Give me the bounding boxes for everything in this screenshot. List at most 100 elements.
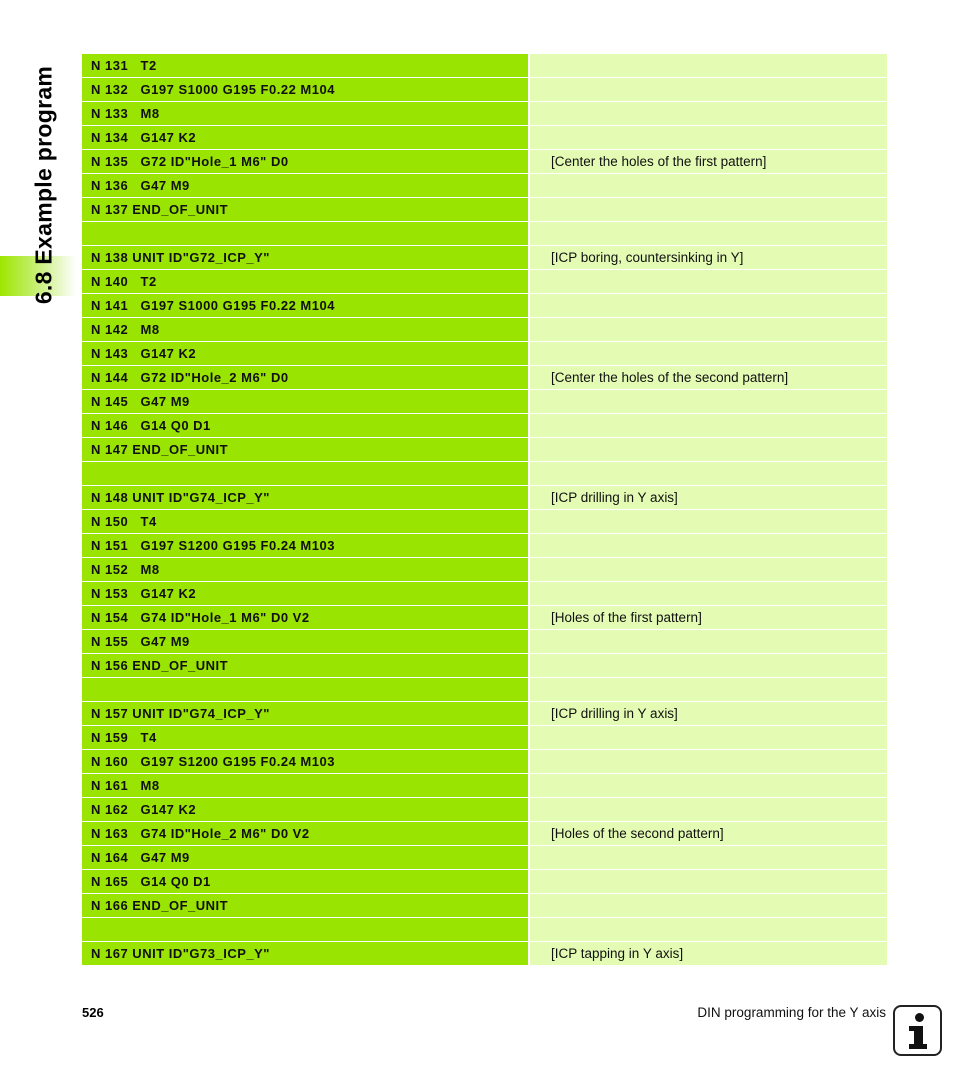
code-line: N 145 G47 M9 [82, 390, 528, 413]
code-line: N 143 G147 K2 [82, 342, 528, 365]
table-row: N 147 END_OF_UNIT [82, 438, 887, 461]
table-row [82, 918, 887, 941]
table-row: N 164 G47 M9 [82, 846, 887, 869]
comment-cell [530, 534, 887, 557]
table-row: N 142 M8 [82, 318, 887, 341]
comment-cell [530, 846, 887, 869]
comment-cell [530, 294, 887, 317]
comment-cell [530, 342, 887, 365]
section-tab-marker [0, 256, 76, 296]
table-row: N 136 G47 M9 [82, 174, 887, 197]
code-line: N 152 M8 [82, 558, 528, 581]
comment-cell [530, 558, 887, 581]
comment-cell [530, 102, 887, 125]
table-row: N 153 G147 K2 [82, 582, 887, 605]
comment-cell [530, 78, 887, 101]
code-line: N 164 G47 M9 [82, 846, 528, 869]
comment-cell: [ICP drilling in Y axis] [530, 702, 887, 725]
table-row [82, 222, 887, 245]
table-row: N 133 M8 [82, 102, 887, 125]
code-line: N 141 G197 S1000 G195 F0.22 M104 [82, 294, 528, 317]
comment-cell [530, 654, 887, 677]
code-line: N 157 UNIT ID"G74_ICP_Y" [82, 702, 528, 725]
table-row: N 138 UNIT ID"G72_ICP_Y" [ICP boring, cou… [82, 246, 887, 269]
comment-cell [530, 390, 887, 413]
table-row: N 152 M8 [82, 558, 887, 581]
code-line: N 131 T2 [82, 54, 528, 77]
chapter-footer-title: DIN programming for the Y axis [697, 1005, 886, 1020]
comment-cell [530, 270, 887, 293]
code-line: N 134 G147 K2 [82, 126, 528, 149]
code-line: N 162 G147 K2 [82, 798, 528, 821]
code-line: N 148 UNIT ID"G74_ICP_Y" [82, 486, 528, 509]
code-line: N 142 M8 [82, 318, 528, 341]
table-row: N 156 END_OF_UNIT [82, 654, 887, 677]
code-line [82, 462, 528, 485]
comment-cell: [ICP boring, countersinking in Y] [530, 246, 887, 269]
table-row: N 134 G147 K2 [82, 126, 887, 149]
table-row: N 163 G74 ID"Hole_2 M6" D0 V2 [Holes of t… [82, 822, 887, 845]
table-row: N 155 G47 M9 [82, 630, 887, 653]
table-row [82, 678, 887, 701]
code-line: N 159 T4 [82, 726, 528, 749]
table-row: N 145 G47 M9 [82, 390, 887, 413]
comment-cell [530, 462, 887, 485]
table-row: N 135 G72 ID"Hole_1 M6" D0 [Center the ho… [82, 150, 887, 173]
code-line: N 167 UNIT ID"G73_ICP_Y" [82, 942, 528, 965]
code-line: N 144 G72 ID"Hole_2 M6" D0 [82, 366, 528, 389]
comment-cell [530, 774, 887, 797]
comment-cell [530, 582, 887, 605]
code-line: N 136 G47 M9 [82, 174, 528, 197]
table-row: N 146 G14 Q0 D1 [82, 414, 887, 437]
code-line: N 150 T4 [82, 510, 528, 533]
table-row: N 161 M8 [82, 774, 887, 797]
comment-cell [530, 414, 887, 437]
code-line: N 137 END_OF_UNIT [82, 198, 528, 221]
comment-cell [530, 510, 887, 533]
comment-cell [530, 54, 887, 77]
code-line: N 147 END_OF_UNIT [82, 438, 528, 461]
comment-cell [530, 894, 887, 917]
table-row: N 157 UNIT ID"G74_ICP_Y" [ICP drilling in… [82, 702, 887, 725]
table-row: N 143 G147 K2 [82, 342, 887, 365]
table-row [82, 462, 887, 485]
table-row: N 165 G14 Q0 D1 [82, 870, 887, 893]
comment-cell [530, 222, 887, 245]
code-line: N 156 END_OF_UNIT [82, 654, 528, 677]
table-row: N 148 UNIT ID"G74_ICP_Y" [ICP drilling in… [82, 486, 887, 509]
table-row: N 140 T2 [82, 270, 887, 293]
code-line: N 166 END_OF_UNIT [82, 894, 528, 917]
code-line [82, 222, 528, 245]
comment-cell: [Holes of the first pattern] [530, 606, 887, 629]
code-line: N 165 G14 Q0 D1 [82, 870, 528, 893]
comment-cell [530, 126, 887, 149]
table-row: N 137 END_OF_UNIT [82, 198, 887, 221]
table-row: N 151 G197 S1200 G195 F0.24 M103 [82, 534, 887, 557]
info-icon [893, 1005, 942, 1056]
page-number: 526 [82, 1005, 104, 1020]
comment-cell [530, 918, 887, 941]
code-line [82, 678, 528, 701]
code-line: N 155 G47 M9 [82, 630, 528, 653]
program-table: N 131 T2 N 132 G197 S1000 G195 F0.22 M104… [82, 54, 887, 966]
comment-cell [530, 678, 887, 701]
code-line: N 163 G74 ID"Hole_2 M6" D0 V2 [82, 822, 528, 845]
code-line: N 146 G14 Q0 D1 [82, 414, 528, 437]
code-line: N 151 G197 S1200 G195 F0.24 M103 [82, 534, 528, 557]
table-row: N 162 G147 K2 [82, 798, 887, 821]
code-line: N 135 G72 ID"Hole_1 M6" D0 [82, 150, 528, 173]
code-line: N 140 T2 [82, 270, 528, 293]
comment-cell [530, 630, 887, 653]
comment-cell: [Holes of the second pattern] [530, 822, 887, 845]
comment-cell [530, 174, 887, 197]
comment-cell [530, 726, 887, 749]
comment-cell: [ICP tapping in Y axis] [530, 942, 887, 965]
table-row: N 132 G197 S1000 G195 F0.22 M104 [82, 78, 887, 101]
code-line: N 133 M8 [82, 102, 528, 125]
table-row: N 141 G197 S1000 G195 F0.22 M104 [82, 294, 887, 317]
code-line [82, 918, 528, 941]
code-line: N 154 G74 ID"Hole_1 M6" D0 V2 [82, 606, 528, 629]
comment-cell [530, 750, 887, 773]
table-row: N 160 G197 S1200 G195 F0.24 M103 [82, 750, 887, 773]
section-title: 6.8 Example program [30, 65, 57, 305]
